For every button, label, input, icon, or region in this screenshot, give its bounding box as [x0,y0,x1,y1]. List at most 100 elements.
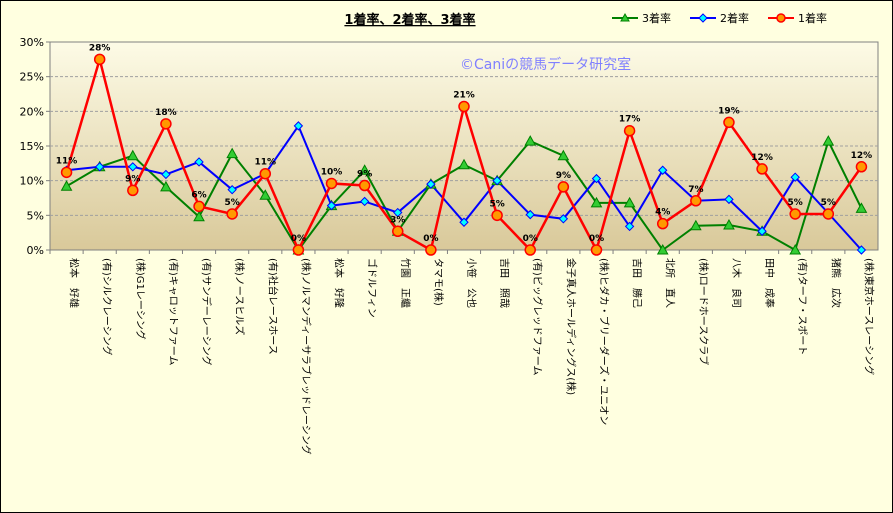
data-point [193,200,205,213]
data-point [723,116,735,129]
x-tick-label: (株)ノルマンディーサラブレッドレーシング [299,258,312,455]
data-point [689,219,702,231]
data-point [591,173,602,184]
data-point [624,221,635,232]
legend-label: 2着率 [720,11,749,25]
y-tick-label: 20% [20,105,44,118]
y-tick-label: 25% [20,71,44,84]
data-point [126,149,139,161]
data-label: 12% [751,153,773,163]
data-point [458,100,470,113]
x-tick-label: 吉田 勝己 [631,258,644,308]
data-point [60,166,73,179]
x-tick-label: 金子真人ホールディングス(株) [564,258,577,395]
data-point [757,226,767,236]
data-label: 5% [821,198,836,208]
data-point [623,196,636,208]
data-label: 7% [688,185,703,195]
data-point [756,163,768,175]
data-label: 5% [489,199,504,209]
x-tick-label: 小笹 公也 [465,258,478,308]
data-point [524,135,537,146]
x-tick-label: (有)社台レースホース [266,258,279,355]
x-tick-label: タマモ(株) [432,258,445,306]
data-point [293,121,304,131]
x-tick-label: ゴドルフィン [366,258,379,318]
data-label: 11% [56,156,78,166]
x-tick-label: (株)ヒダカ・ブリーダーズ・ユニオン [597,258,610,425]
data-point [558,214,569,224]
y-tick-label: 15% [20,140,44,153]
legend: 3着率 2着率 1着率 [612,11,827,25]
x-tick-label: (有)サンデーレーシング [200,258,213,366]
data-point [392,225,404,238]
data-point [93,53,106,66]
x-tick-label: 吉田 照哉 [498,258,510,308]
data-label: 6% [191,190,206,200]
legend-label: 1着率 [798,11,827,25]
data-label: 5% [788,198,803,208]
data-label: 17% [619,115,641,125]
x-tick-label: (株)G1レーシング [134,258,147,340]
x-tick-label: (株)東京ホースレーシング [862,258,875,375]
data-point [623,124,636,137]
data-point [358,164,371,175]
data-point [822,208,835,220]
chart-title: 1着率、2着率、3着率 [344,12,475,28]
data-point [458,158,470,170]
data-point [856,245,867,255]
data-label: 9% [125,174,140,184]
data-point [60,180,73,191]
data-point [127,184,139,197]
data-point [491,209,503,222]
data-point [557,181,570,193]
data-point [658,165,668,175]
x-tick-label: 田中 成奉 [763,258,776,308]
data-point [459,217,469,227]
data-point [790,172,800,182]
data-point [492,175,502,186]
x-tick-label: 猪熊 広次 [829,258,842,308]
data-label: 5% [225,198,240,208]
data-point [227,184,237,195]
data-label: 9% [556,171,571,181]
x-tick-label: (株)ノースヒルズ [233,258,246,335]
data-point [426,179,436,189]
data-point [358,179,371,192]
data-label: 0% [423,234,438,244]
data-point [524,244,536,256]
data-point [525,209,535,220]
x-tick-label: 松本 好雄 [68,258,81,308]
data-point [723,219,735,230]
x-tick-label: (有)キャロットファーム [167,258,180,366]
x-tick-label: (有)ターフ・スポート [796,258,809,355]
data-label: 4% [655,208,670,218]
data-label: 3% [390,215,405,225]
y-tick-label: 5% [27,209,44,222]
data-point [690,195,702,207]
data-point [557,149,570,161]
data-label: 0% [523,234,538,244]
data-point [590,244,603,256]
data-point [855,161,868,173]
x-tick-label: (有)ビッグレッドファーム [531,258,544,376]
y-tick-label: 30% [20,36,44,49]
data-point [259,167,272,180]
y-tick-label: 0% [27,244,44,257]
x-tick-label: 竹園 正繼 [399,258,412,308]
data-label: 0% [291,234,306,244]
data-point [590,196,603,208]
data-label: 28% [89,43,111,53]
watermark: ©Caniの競馬データ研究室 [460,56,631,73]
data-point [326,200,337,211]
data-label: 11% [255,158,277,168]
data-point [194,157,204,167]
data-point [193,210,205,222]
data-label: 10% [321,167,343,177]
x-tick-label: 北所 直人 [664,258,677,308]
data-point [226,147,239,159]
data-point [226,208,238,220]
data-point [855,202,868,213]
data-label: 12% [851,151,873,161]
legend-marker [776,13,786,23]
